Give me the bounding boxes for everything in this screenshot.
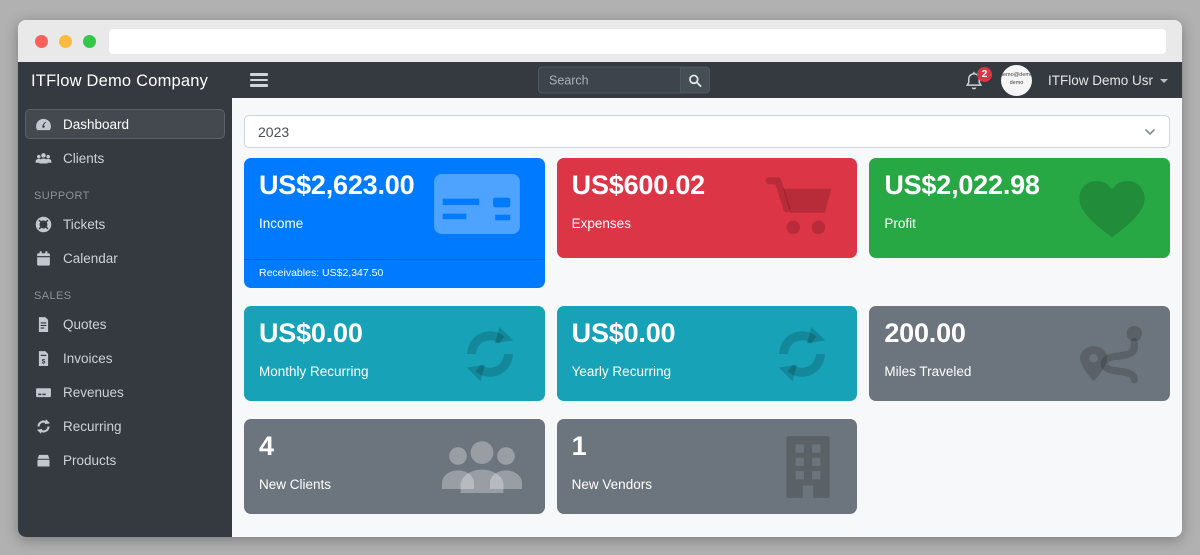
search-icon [688, 73, 702, 87]
sidebar-item-label: Invoices [63, 350, 113, 366]
sidebar-item-label: Clients [63, 150, 105, 166]
box-icon [35, 452, 52, 469]
navbar-right: 2 demo@demo demo ITFlow Demo Usr [965, 64, 1168, 96]
card-label: New Vendors [571, 476, 652, 492]
sidebar-item-tickets[interactable]: Tickets [25, 209, 225, 239]
sync-icon [457, 323, 523, 385]
search-button[interactable] [680, 66, 710, 94]
avatar[interactable]: demo@demo demo [1000, 64, 1032, 96]
sidebar-item-quotes[interactable]: Quotes [25, 309, 225, 339]
card-label: Income [259, 215, 304, 231]
users-icon [35, 150, 52, 167]
card-label: Profit [884, 215, 916, 231]
sidebar-item-label: Calendar [63, 250, 118, 266]
sidebar-item-label: Products [63, 452, 117, 468]
card-label: Expenses [571, 215, 631, 231]
minimize-window-button[interactable] [59, 34, 72, 48]
card-value: 4 [259, 431, 274, 461]
year-select-value: 2023 [258, 123, 290, 140]
building-icon [781, 434, 835, 500]
income-card: US$2,623.00 Income Receivables: US$2,347… [244, 158, 545, 288]
search-input[interactable] [538, 66, 680, 94]
sidebar-item-label: Tickets [63, 216, 106, 232]
sidebar-item-dashboard[interactable]: Dashboard [25, 109, 225, 139]
profit-card: US$2,022.98 Profit [869, 158, 1170, 258]
cards-row-2: US$0.00 Monthly Recurring US$0.00 Yearly… [244, 306, 1170, 401]
card-label: New Clients [259, 476, 332, 492]
expenses-card: US$600.02 Expenses [556, 158, 858, 258]
card-value: 1 [571, 431, 587, 461]
card-value: US$2,022.98 [884, 170, 1040, 200]
credit-card-icon [431, 174, 523, 234]
browser-chrome [18, 20, 1182, 62]
address-bar[interactable] [109, 28, 1166, 54]
route-icon [1078, 323, 1148, 385]
card-value: US$0.00 [571, 318, 676, 348]
new-vendors-card: 1 New Vendors [556, 419, 858, 514]
hamburger-menu-button[interactable] [250, 73, 268, 87]
sidebar-item-invoices[interactable]: $ Invoices [25, 343, 225, 373]
cards-row-1: US$2,623.00 Income Receivables: US$2,347… [244, 158, 1170, 288]
sidebar-item-clients[interactable]: Clients [25, 143, 225, 173]
file-invoice-icon [35, 316, 52, 333]
card-label: Yearly Recurring [571, 363, 671, 379]
sidebar-item-revenues[interactable]: Revenues [25, 377, 225, 407]
card-value: 200.00 [884, 318, 966, 348]
navbar-search [538, 66, 710, 94]
shopping-cart-icon [765, 177, 835, 239]
sidebar-item-calendar[interactable]: Calendar [25, 243, 225, 273]
close-window-button[interactable] [35, 34, 48, 48]
heart-icon [1076, 177, 1148, 240]
card-label: Monthly Recurring [259, 363, 369, 379]
avatar-text: demo [1009, 80, 1024, 86]
yearly-recurring-card: US$0.00 Yearly Recurring [556, 306, 858, 401]
dashboard-content: 2023 US$2,623.00 Income Receivables: US$… [232, 98, 1182, 537]
sidebar-item-label: Revenues [63, 384, 124, 400]
money-check-icon [35, 384, 52, 401]
sidebar: ITFlow Demo Company Dashboard Clients SU… [18, 62, 232, 537]
traffic-lights [35, 34, 96, 48]
notification-badge: 2 [976, 67, 992, 82]
sidebar-item-products[interactable]: Products [25, 445, 225, 475]
monthly-recurring-card: US$0.00 Monthly Recurring [244, 306, 545, 401]
miles-traveled-card: 200.00 Miles Traveled [869, 306, 1170, 401]
calendar-icon [35, 250, 52, 267]
sidebar-section-support: SUPPORT [34, 190, 90, 202]
users-icon [437, 437, 527, 497]
card-value: US$0.00 [259, 318, 363, 348]
card-footer: Receivables: US$2,347.50 [244, 259, 545, 288]
chevron-down-icon [1144, 128, 1156, 136]
top-navbar: 2 demo@demo demo ITFlow Demo Usr [232, 62, 1182, 98]
notifications-button[interactable]: 2 [965, 67, 992, 91]
avatar-text: demo@demo [1000, 72, 1032, 79]
life-ring-icon [35, 216, 52, 233]
sidebar-nav: Dashboard Clients SUPPORT Tickets [18, 100, 232, 488]
card-value: US$600.02 [571, 170, 706, 200]
user-name: ITFlow Demo Usr [1047, 72, 1153, 88]
chevron-down-icon [1160, 79, 1168, 83]
company-title: ITFlow Demo Company [31, 71, 209, 90]
sidebar-item-label: Quotes [63, 316, 107, 332]
svg-text:$: $ [42, 358, 46, 365]
file-invoice-dollar-icon: $ [35, 350, 52, 367]
browser-window: ITFlow Demo Company Dashboard Clients SU… [18, 20, 1182, 537]
cards-row-3: 4 New Clients 1 New Vendors [244, 419, 1170, 514]
sidebar-item-label: Dashboard [63, 116, 130, 132]
sidebar-item-label: Recurring [63, 418, 122, 434]
main-column: 2 demo@demo demo ITFlow Demo Usr 2023 [232, 62, 1182, 537]
app: ITFlow Demo Company Dashboard Clients SU… [18, 62, 1182, 537]
year-select[interactable]: 2023 [244, 115, 1170, 148]
card-label: Miles Traveled [884, 363, 972, 379]
sync-icon [35, 418, 52, 435]
card-value: US$2,623.00 [259, 170, 415, 200]
sidebar-section-sales: SALES [34, 290, 72, 302]
sidebar-item-recurring[interactable]: Recurring [25, 411, 225, 441]
sync-icon [769, 323, 835, 385]
maximize-window-button[interactable] [83, 34, 96, 48]
new-clients-card: 4 New Clients [244, 419, 545, 514]
user-menu[interactable]: ITFlow Demo Usr [1048, 73, 1168, 88]
gauge-icon [35, 116, 52, 133]
